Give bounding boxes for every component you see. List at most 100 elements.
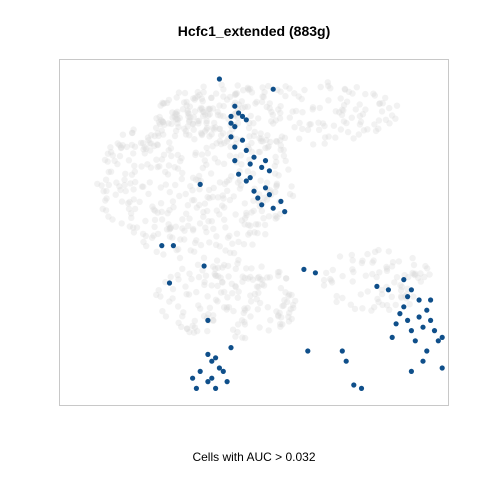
background-cell-point <box>272 215 279 222</box>
background-cell-point <box>159 118 166 126</box>
background-cell-point <box>358 259 366 267</box>
background-cell-point <box>356 101 363 108</box>
background-cell-point <box>239 273 246 280</box>
background-cell-point <box>181 125 188 132</box>
background-cell-point <box>378 290 386 298</box>
background-cell-point <box>236 177 243 184</box>
background-cell-point <box>232 333 239 340</box>
background-cell-point <box>158 127 165 134</box>
background-cell-point <box>181 89 189 97</box>
selected-cell-point <box>216 365 222 371</box>
background-cell-point <box>174 120 181 127</box>
background-cell-point <box>204 327 211 335</box>
background-cell-point <box>129 129 136 137</box>
background-cell-point <box>244 103 251 110</box>
background-cell-point <box>213 140 220 147</box>
background-cell-point <box>234 82 241 89</box>
selected-cell-point <box>213 355 219 361</box>
background-cell-point <box>172 127 180 135</box>
selected-cells <box>159 76 445 391</box>
background-cell-point <box>205 112 212 119</box>
background-cell-point <box>206 194 213 202</box>
background-cell-point <box>187 183 194 190</box>
background-cell-point <box>246 229 254 236</box>
selected-cell-point <box>232 144 238 150</box>
background-cell-point <box>155 119 163 126</box>
background-cell-point <box>224 187 231 194</box>
background-cell-point <box>117 144 125 152</box>
background-cell-point <box>201 281 208 289</box>
background-cell-point <box>237 182 245 189</box>
background-cell-point <box>169 285 177 293</box>
background-cell-point <box>357 291 364 298</box>
background-cell-point <box>239 278 246 285</box>
background-cell-point <box>205 218 212 225</box>
background-cell-point <box>276 115 284 122</box>
background-cell-point <box>230 307 237 315</box>
background-cell-point <box>229 240 236 247</box>
background-cell-point <box>286 114 293 121</box>
background-cell-point <box>220 113 227 120</box>
background-cell-point <box>255 289 262 297</box>
background-cell-point <box>210 312 217 319</box>
background-cell-point <box>208 94 215 102</box>
background-cell-point <box>169 198 177 205</box>
background-cell-point <box>102 197 109 204</box>
background-cell-point <box>219 278 226 286</box>
background-cell-point <box>221 180 228 188</box>
background-cell-point <box>206 106 213 113</box>
background-cell-point <box>201 157 208 164</box>
background-cell-point <box>255 148 262 156</box>
background-cell-point <box>296 135 303 142</box>
background-cell-point <box>277 320 284 328</box>
background-cell-point <box>104 150 112 157</box>
background-cell-point <box>182 127 189 135</box>
selected-cell-point <box>270 205 276 211</box>
background-cell-point <box>383 263 390 271</box>
background-cell-point <box>198 151 206 158</box>
background-cell-point <box>232 211 239 218</box>
background-cell-point <box>176 114 183 122</box>
background-cell-point <box>188 275 195 283</box>
background-cell-point <box>216 179 224 186</box>
selected-cell-point <box>159 243 165 249</box>
background-cell-point <box>225 273 232 280</box>
background-cell-point <box>241 305 248 312</box>
background-cell-point <box>223 178 230 185</box>
background-cell-point <box>166 226 173 233</box>
background-cell-point <box>130 196 137 203</box>
background-cell-point <box>247 222 254 229</box>
selected-cell-point <box>243 147 249 153</box>
background-cell-point <box>200 108 207 116</box>
background-cell-point <box>118 198 126 205</box>
background-cell-point <box>143 145 150 152</box>
background-cell-point <box>410 261 418 269</box>
background-cell-point <box>199 164 206 172</box>
background-cell-point <box>306 121 313 128</box>
background-cell-point <box>277 146 284 153</box>
background-cell-point <box>190 126 197 133</box>
selected-cell-point <box>358 385 365 391</box>
background-cell-point <box>234 114 242 122</box>
background-cell-point <box>219 279 226 286</box>
background-cell-point <box>274 86 281 94</box>
selected-cell-point <box>312 270 318 276</box>
background-cell-point <box>284 298 291 306</box>
background-cell-point <box>189 197 196 204</box>
selected-cell-point <box>239 113 246 119</box>
background-cell-point <box>154 141 161 148</box>
background-cell-point <box>140 183 147 190</box>
background-cell-point <box>165 120 172 127</box>
background-cell-point <box>180 99 188 106</box>
background-cell-point <box>211 155 218 162</box>
background-cell-point <box>264 274 271 281</box>
background-cell-point <box>212 272 219 279</box>
background-cell-point <box>276 309 283 316</box>
background-cell-point <box>190 225 197 233</box>
background-cell-point <box>189 174 197 181</box>
background-cell-point <box>248 139 255 147</box>
background-cell-point <box>260 215 267 222</box>
background-cell-point <box>131 205 139 213</box>
background-cell-point <box>214 264 222 271</box>
background-cell-point <box>174 165 182 172</box>
